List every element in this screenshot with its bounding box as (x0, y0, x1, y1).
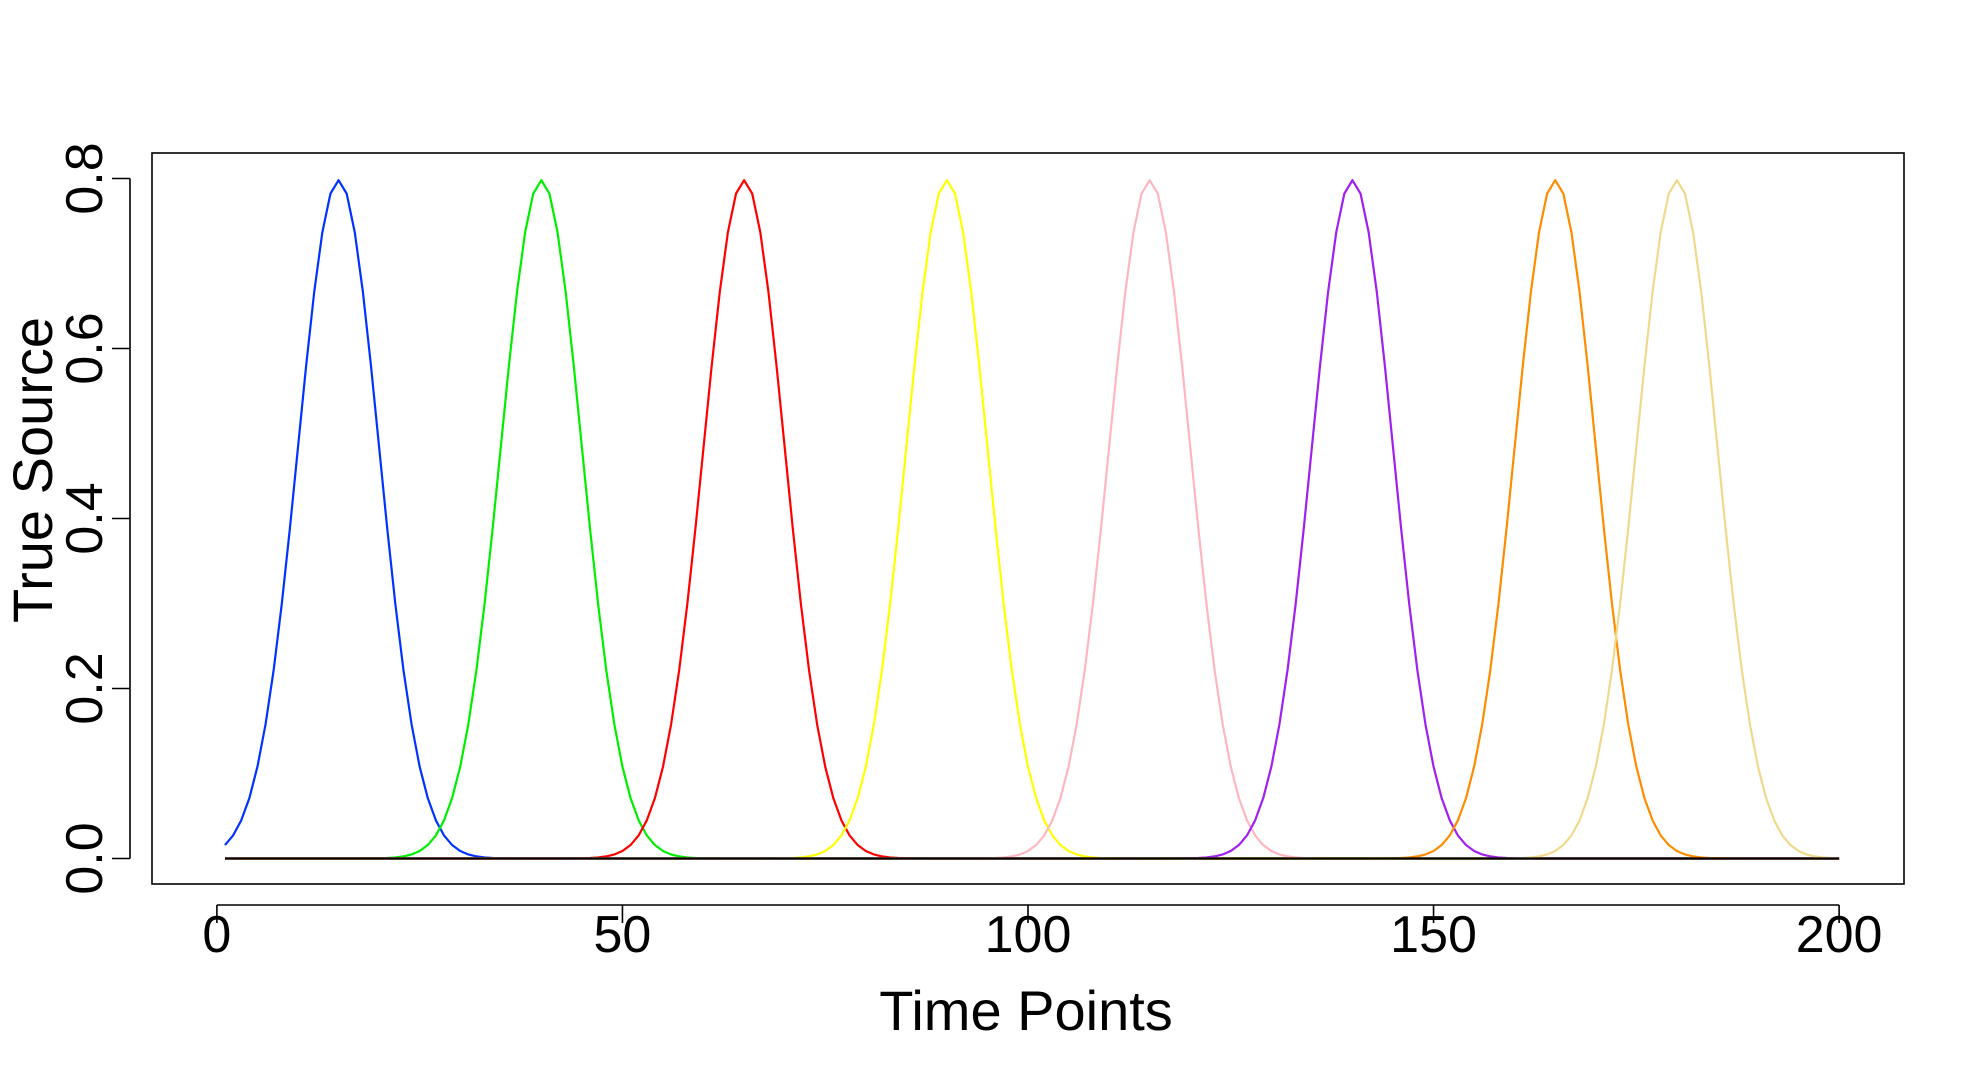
x-tick-label: 50 (594, 906, 652, 964)
y-axis-title: True Source (1, 317, 64, 623)
x-tick-label: 150 (1390, 906, 1477, 964)
x-axis-title: Time Points (879, 979, 1173, 1042)
x-axis: 0 50 100 150 200 (202, 904, 1883, 964)
x-tick-label: 200 (1796, 906, 1883, 964)
y-tick-label: 0.6 (56, 312, 114, 384)
y-tick-label: 0.4 (56, 482, 114, 554)
x-tick-label: 0 (202, 906, 231, 964)
series-layer (224, 179, 1840, 860)
y-axis: 0.0 0.2 0.4 0.6 0.8 (56, 142, 131, 895)
y-tick-label: 0.2 (56, 652, 114, 724)
series-line-8 (225, 179, 1840, 860)
plot-frame (151, 152, 1905, 885)
x-tick-label: 100 (985, 906, 1072, 964)
y-tick-label: 0.0 (56, 822, 114, 894)
y-tick-label: 0.8 (56, 142, 114, 214)
